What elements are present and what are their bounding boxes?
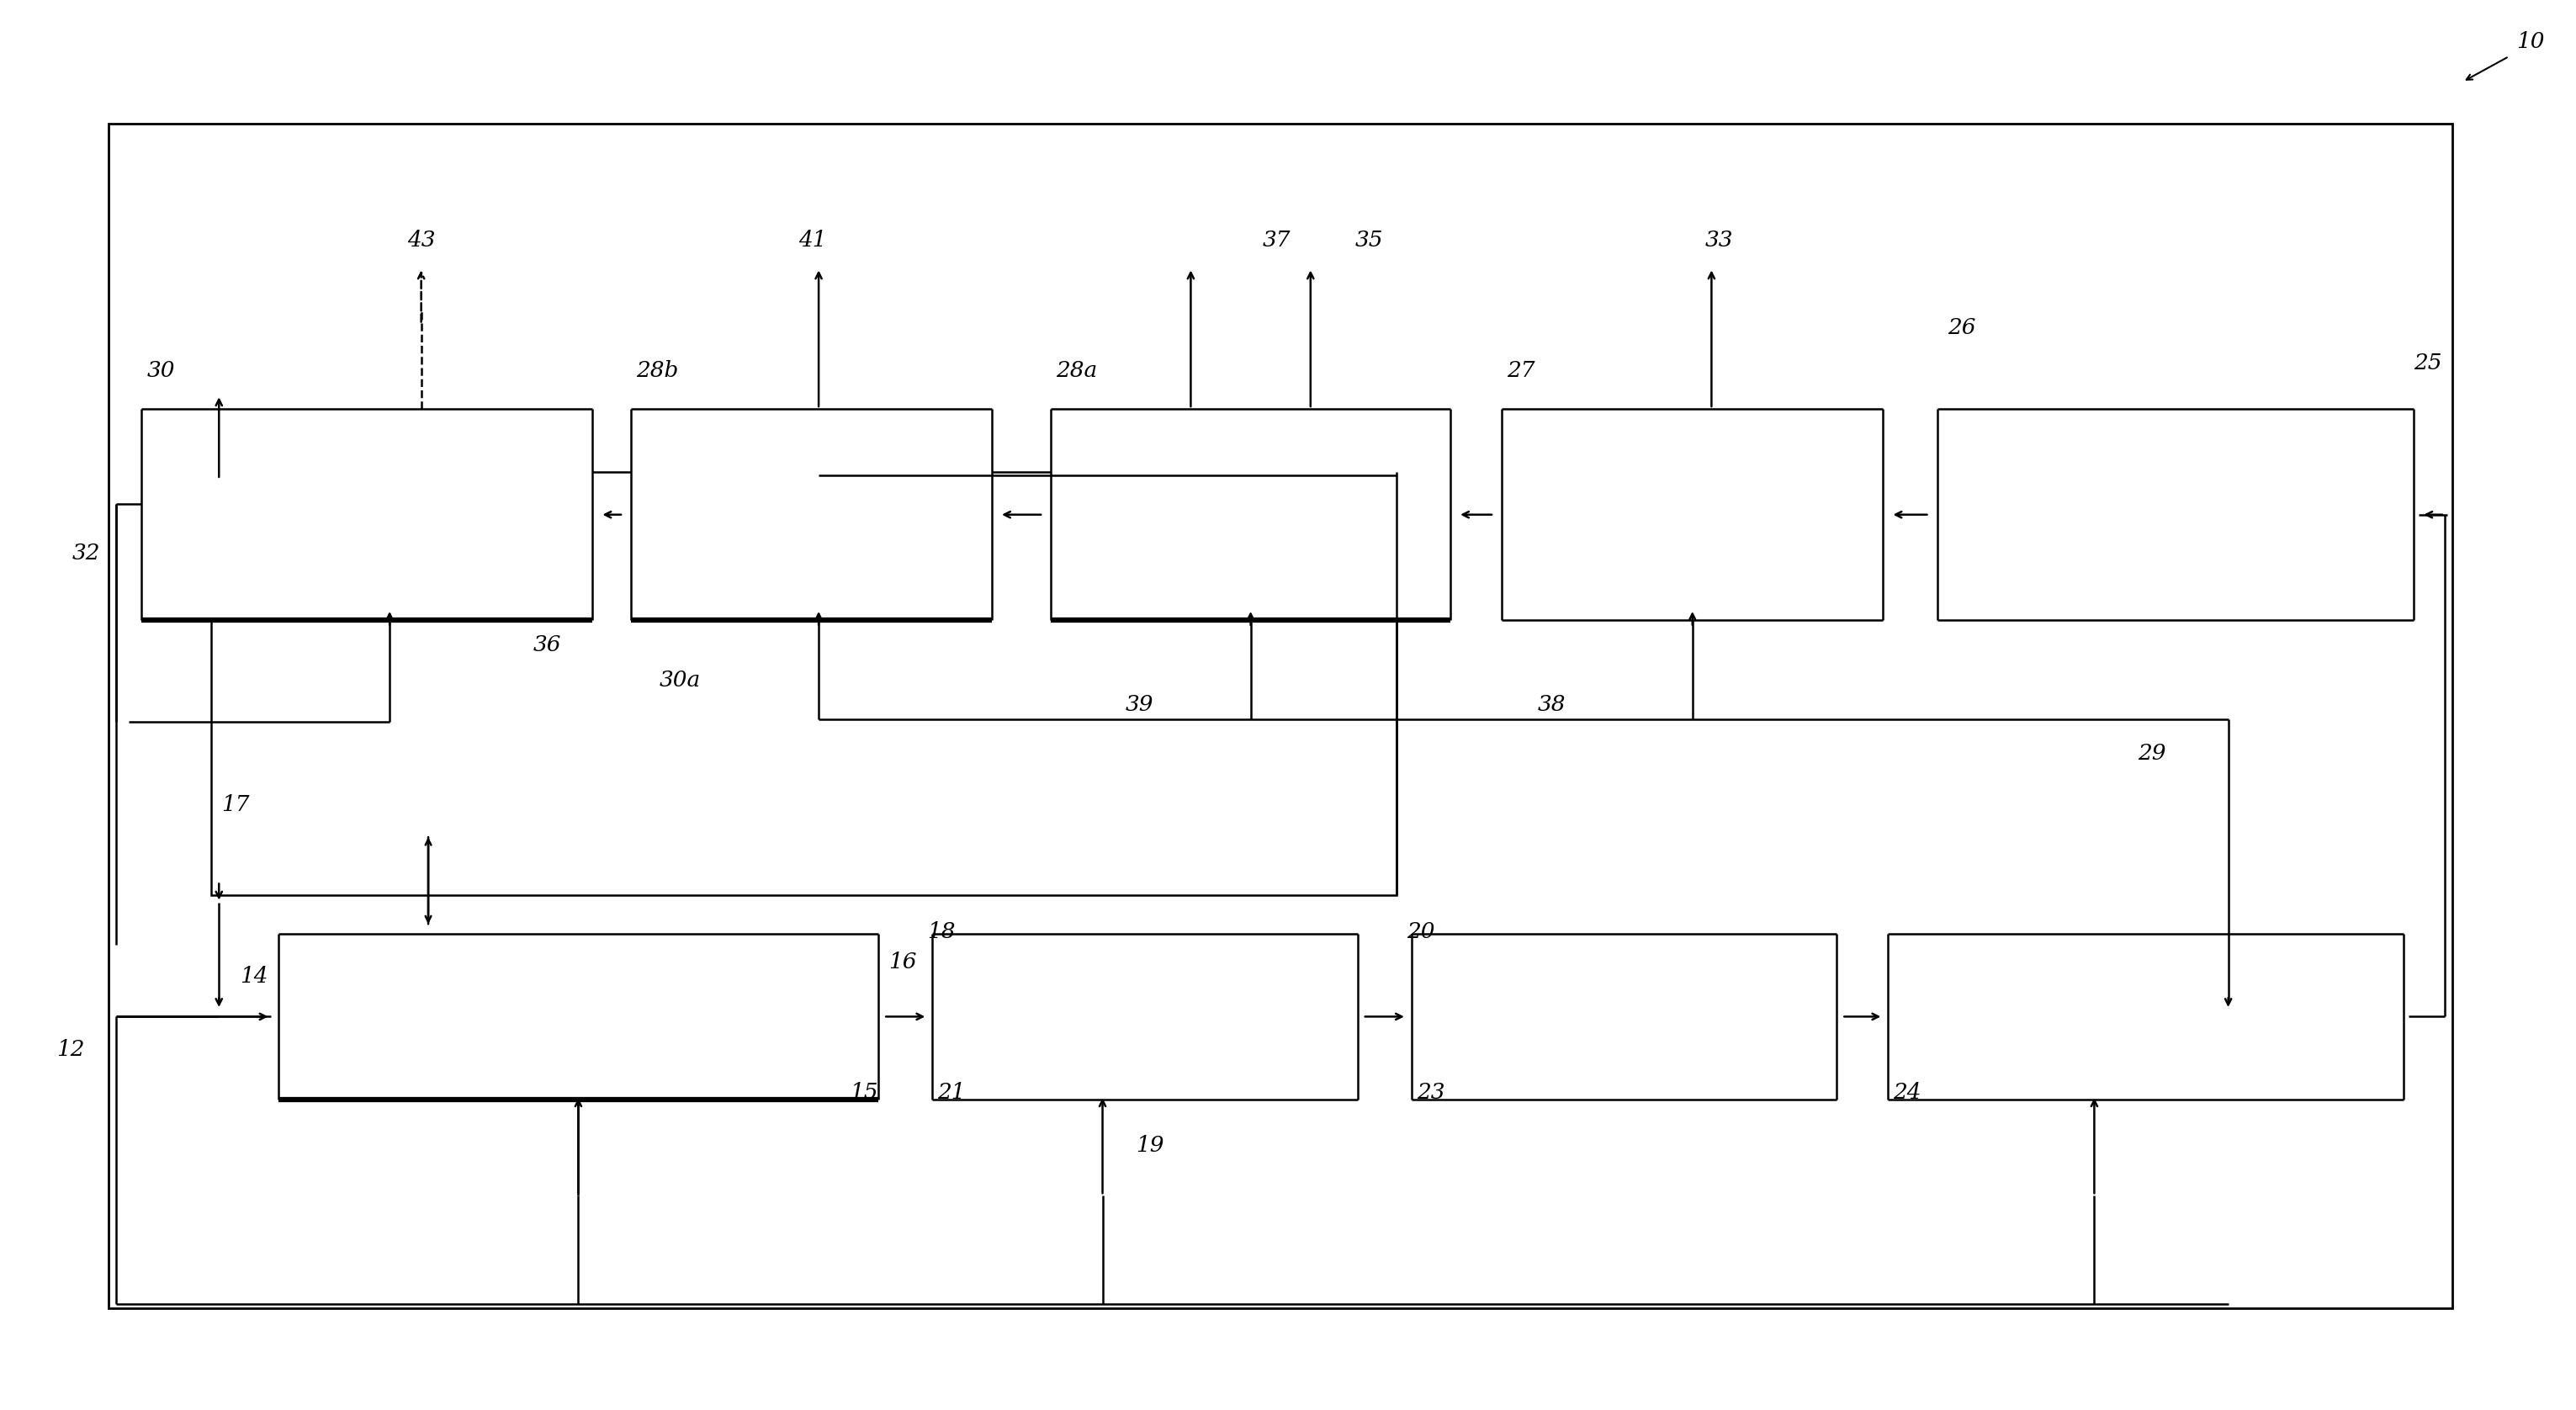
Text: 41: 41 [799, 230, 827, 251]
Text: 39: 39 [1126, 694, 1154, 715]
Text: 14: 14 [240, 966, 268, 987]
Text: 21: 21 [938, 1081, 966, 1103]
Text: 12: 12 [57, 1039, 85, 1060]
Text: 37: 37 [1262, 230, 1291, 251]
Text: 32: 32 [72, 543, 100, 564]
Text: 19: 19 [1136, 1135, 1164, 1156]
Text: 15: 15 [850, 1081, 878, 1103]
Bar [1412, 933, 1837, 1100]
Text: 16: 16 [889, 952, 917, 973]
Text: 29: 29 [2138, 743, 2166, 764]
Text: 43: 43 [407, 230, 435, 251]
Bar [933, 933, 1358, 1100]
Text: 33: 33 [1705, 230, 1734, 251]
Text: 17: 17 [222, 794, 250, 815]
Bar [631, 409, 992, 620]
Bar [211, 472, 1396, 895]
Bar [1502, 409, 1883, 620]
Text: 30: 30 [147, 360, 175, 381]
Text: 36: 36 [533, 634, 562, 656]
Text: 30a: 30a [659, 670, 701, 691]
Bar [1937, 409, 2414, 620]
Text: 28a: 28a [1056, 360, 1097, 381]
Bar [278, 933, 878, 1100]
Text: 35: 35 [1355, 230, 1383, 251]
Text: 18: 18 [927, 921, 956, 942]
Text: 24: 24 [1893, 1081, 1922, 1103]
Text: 25: 25 [2414, 352, 2442, 374]
Text: 23: 23 [1417, 1081, 1445, 1103]
Text: 38: 38 [1538, 694, 1566, 715]
Text: 26: 26 [1947, 317, 1976, 338]
Text: 20: 20 [1406, 921, 1435, 942]
Bar [142, 409, 592, 620]
Bar [1051, 409, 1450, 620]
Text: 27: 27 [1507, 360, 1535, 381]
Text: 10: 10 [2517, 31, 2545, 52]
Text: 28b: 28b [636, 360, 677, 381]
Bar [108, 124, 2452, 1308]
Bar [1888, 933, 2403, 1100]
